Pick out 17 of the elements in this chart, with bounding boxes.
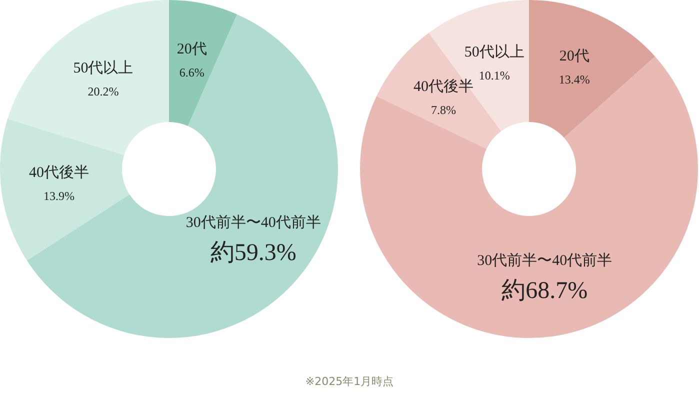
slice-label: 50代以上 — [73, 60, 134, 77]
slice-label: 50代以上 — [464, 44, 524, 61]
slice-label: 30代前半〜40代前半 — [477, 252, 612, 269]
slice-label: 40代後半 — [29, 164, 90, 181]
slice-label: 30代前半〜40代前半 — [186, 214, 321, 232]
slice-label: 40代後半 — [413, 78, 474, 96]
slice-label: 20代 — [176, 41, 207, 58]
data-label: 10.1% — [478, 68, 510, 83]
data-label: 6.6% — [179, 65, 204, 80]
slice-label: 20代 — [559, 48, 590, 65]
data-label: 約59.3% — [210, 240, 296, 266]
data-label: 13.4% — [558, 72, 590, 87]
data-label: 約68.7% — [502, 278, 588, 304]
data-label: 13.9% — [44, 188, 75, 203]
data-label: 7.8% — [430, 103, 456, 118]
data-label: 20.2% — [88, 84, 119, 99]
text: ※2025年1月時点 — [304, 374, 395, 389]
